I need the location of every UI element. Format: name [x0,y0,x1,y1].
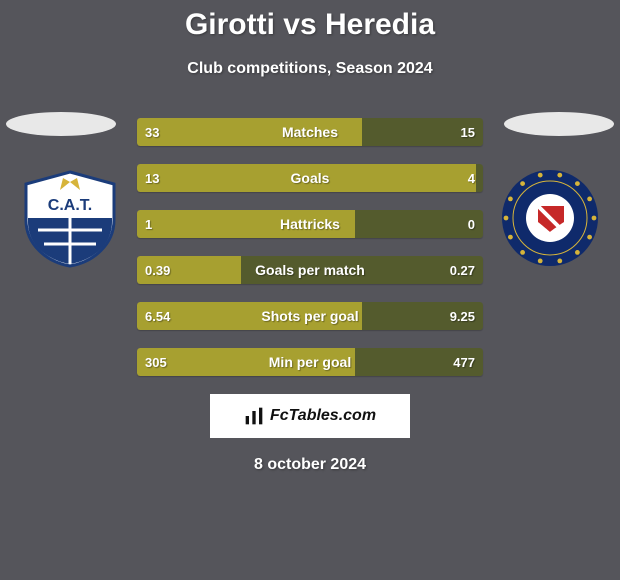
stat-label: Goals [137,164,483,192]
stat-bar: 10Hattricks [137,210,483,238]
team-badge-left: C.A.T. [20,168,120,268]
stat-label: Matches [137,118,483,146]
player-silhouette-right [504,112,614,136]
stat-bars: 3315Matches 134Goals 10Hattricks 0.390.27Go… [137,118,483,376]
date-label: 8 october 2024 [0,456,620,474]
branding-label: FcTables.com [270,407,376,425]
stat-bar: 305477Min per goal [137,348,483,376]
players-area: C.A.T. 3315Matches 134Goals 10Hattricks 0.3… [0,118,620,376]
svg-text:C.A.T.: C.A.T. [48,197,92,214]
stat-bar: 6.549.25Shots per goal [137,302,483,330]
team-badge-right [500,168,600,268]
stat-label: Goals per match [137,256,483,284]
page-title: Girotti vs Heredia [0,0,620,42]
comparison-card: Girotti vs Heredia Club competitions, Se… [0,0,620,580]
stat-bar: 134Goals [137,164,483,192]
stat-bar: 3315Matches [137,118,483,146]
subtitle: Club competitions, Season 2024 [0,60,620,78]
stat-label: Hattricks [137,210,483,238]
branding-box: FcTables.com [210,394,410,438]
stat-bar: 0.390.27Goals per match [137,256,483,284]
player-silhouette-left [6,112,116,136]
stat-label: Shots per goal [137,302,483,330]
stat-label: Min per goal [137,348,483,376]
branding-logo-icon [244,406,264,426]
